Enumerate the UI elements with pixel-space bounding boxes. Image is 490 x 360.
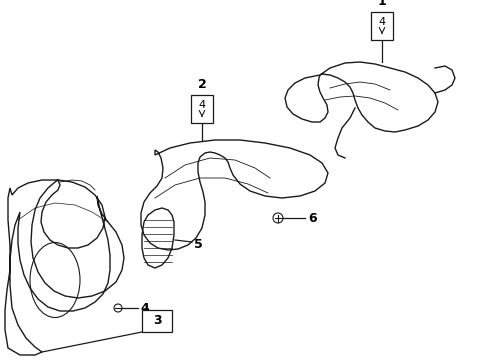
Text: 2: 2: [197, 78, 206, 91]
Bar: [191, 95, 213, 123]
Text: 6: 6: [308, 211, 317, 225]
Text: 3: 3: [153, 315, 161, 328]
Text: 5: 5: [194, 238, 203, 251]
Text: 1: 1: [378, 0, 387, 8]
Text: 4: 4: [198, 100, 206, 110]
Bar: [371, 12, 393, 40]
Bar: [142, 310, 172, 332]
Text: 4: 4: [140, 302, 149, 315]
Text: 4: 4: [378, 17, 386, 27]
